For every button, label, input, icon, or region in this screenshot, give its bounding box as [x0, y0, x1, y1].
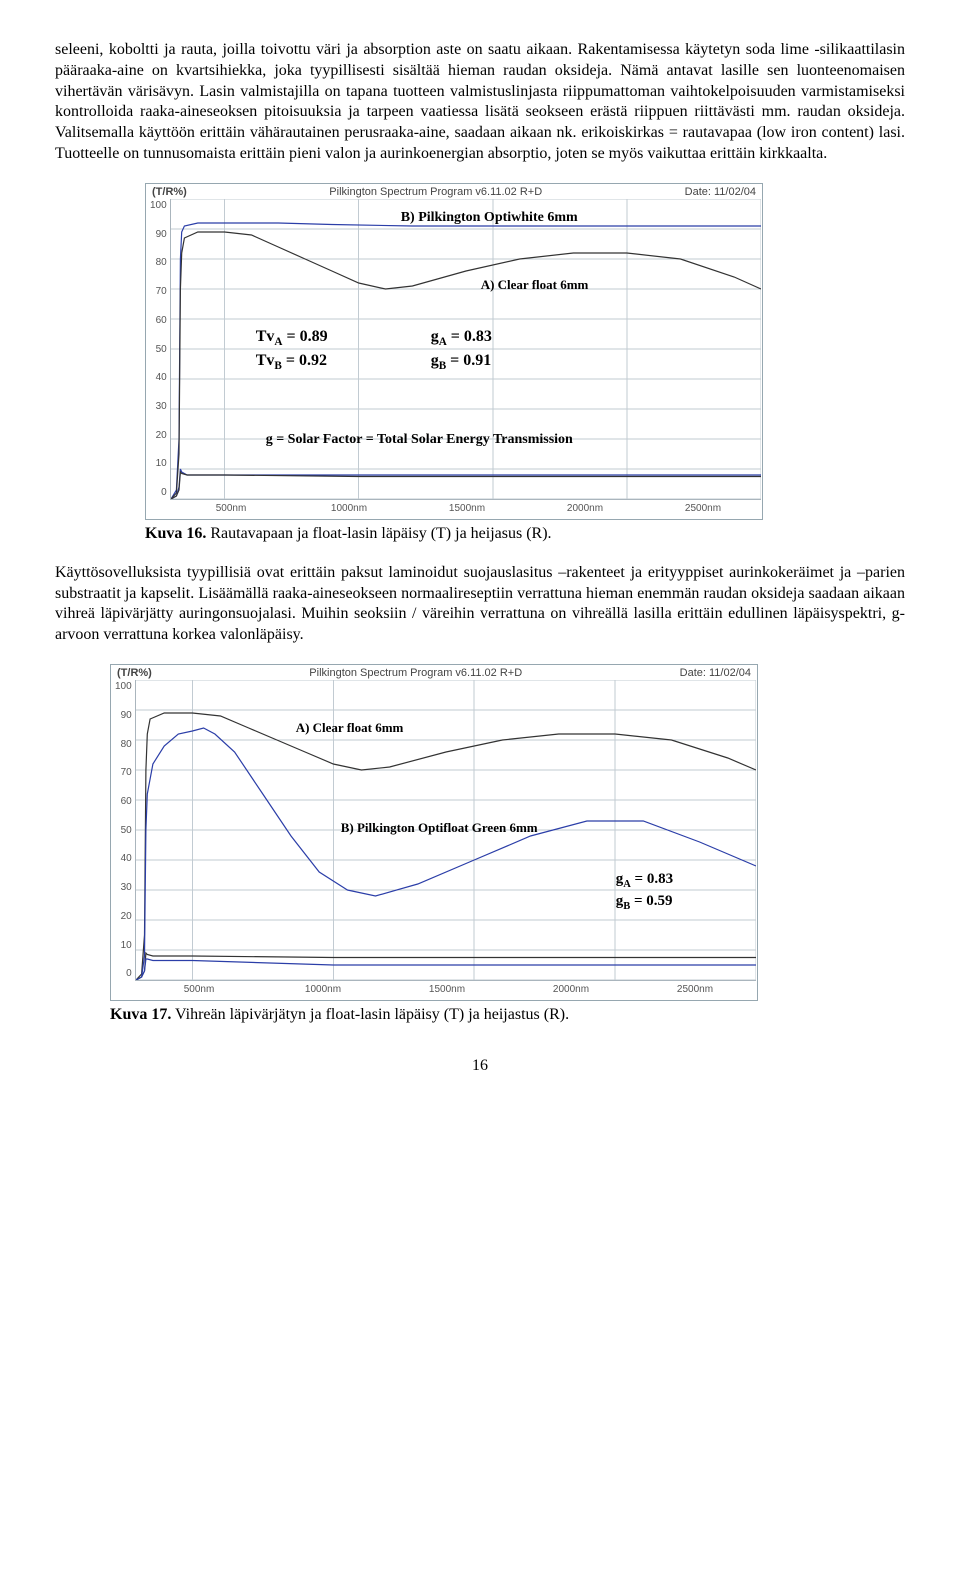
series-A_reflect — [136, 953, 756, 980]
figure-16-caption: Kuva 16. Rautavapaan ja float-lasin läpä… — [145, 524, 905, 545]
chart-header: (T/R%)Pilkington Spectrum Program v6.11.… — [111, 665, 757, 680]
paragraph-2: Käyttösovelluksista tyypillisiä ovat eri… — [55, 563, 905, 646]
chart-header-left: (T/R%) — [152, 185, 187, 199]
series-B_reflect — [136, 959, 756, 980]
y-tick-label: 60 — [115, 795, 132, 808]
y-tick-label: 0 — [150, 486, 167, 499]
y-tick-label: 70 — [150, 285, 167, 298]
x-tick-label: 2000nm — [526, 502, 644, 515]
y-tick-label: 30 — [150, 400, 167, 413]
y-tick-label: 60 — [150, 314, 167, 327]
y-tick-label: 90 — [115, 709, 132, 722]
chart-annotation: A) Clear float 6mm — [296, 720, 404, 737]
y-tick-label: 0 — [115, 967, 132, 980]
y-tick-label: 50 — [115, 824, 132, 837]
figure-17-caption: Kuva 17. Vihreän läpivärjätyn ja float-l… — [110, 1005, 905, 1026]
x-tick-label: 1500nm — [385, 983, 509, 996]
chart-annotation: B) Pilkington Optiwhite 6mm — [401, 209, 578, 227]
figure-17: (T/R%)Pilkington Spectrum Program v6.11.… — [55, 664, 905, 1026]
figure-16-caption-label: Kuva 16. — [145, 525, 206, 542]
x-axis: 500nm1000nm1500nm2000nm2500nm — [137, 981, 757, 1000]
x-tick-label: 500nm — [137, 983, 261, 996]
y-tick-label: 10 — [150, 457, 167, 470]
y-axis: 1009080706050403020100 — [146, 199, 170, 499]
x-tick-label: 1500nm — [408, 502, 526, 515]
chart-annotation: g = Solar Factor = Total Solar Energy Tr… — [266, 431, 573, 449]
y-tick-label: 10 — [115, 939, 132, 952]
chart-header-left: (T/R%) — [117, 666, 152, 680]
y-tick-label: 100 — [150, 199, 167, 212]
chart-annotation: gA = 0.83 — [616, 870, 673, 892]
y-tick-label: 20 — [115, 910, 132, 923]
x-tick-label: 1000nm — [290, 502, 408, 515]
x-tick-label: 2500nm — [644, 502, 762, 515]
series-A_reflect — [171, 472, 761, 499]
figure-16: (T/R%)Pilkington Spectrum Program v6.11.… — [55, 183, 905, 545]
chart-annotation: gA = 0.83 — [431, 327, 492, 350]
y-tick-label: 80 — [115, 738, 132, 751]
y-tick-label: 20 — [150, 429, 167, 442]
plot-area: A) Clear float 6mm B) Pilkington Optifloa… — [135, 680, 756, 981]
y-tick-label: 50 — [150, 343, 167, 356]
y-tick-label: 90 — [150, 228, 167, 241]
chart-header-mid: Pilkington Spectrum Program v6.11.02 R+D — [187, 185, 685, 199]
chart-header-mid: Pilkington Spectrum Program v6.11.02 R+D — [152, 666, 680, 680]
figure-16-caption-text: Rautavapaan ja float-lasin läpäisy (T) j… — [206, 525, 551, 542]
figure-16-chart: (T/R%)Pilkington Spectrum Program v6.11.… — [145, 183, 763, 520]
x-tick-label: 1000nm — [261, 983, 385, 996]
chart-annotation: A) Clear float 6mm — [481, 277, 589, 294]
x-tick-label: 2000nm — [509, 983, 633, 996]
x-tick-label: 500nm — [172, 502, 290, 515]
series-B_green_T — [136, 728, 756, 980]
x-axis: 500nm1000nm1500nm2000nm2500nm — [172, 500, 762, 519]
chart-annotation: TvA = 0.89 — [256, 327, 328, 350]
figure-17-caption-label: Kuva 17. — [110, 1006, 171, 1023]
series-A_clearfloat_T — [136, 713, 756, 980]
y-axis: 1009080706050403020100 — [111, 680, 135, 980]
figure-17-caption-text: Vihreän läpivärjätyn ja float-lasin läpä… — [171, 1006, 569, 1023]
y-tick-label: 100 — [115, 680, 132, 693]
y-tick-label: 80 — [150, 256, 167, 269]
figure-17-chart: (T/R%)Pilkington Spectrum Program v6.11.… — [110, 664, 758, 1001]
y-tick-label: 30 — [115, 881, 132, 894]
paragraph-1: seleeni, koboltti ja rauta, joilla toivo… — [55, 40, 905, 165]
plot-area: B) Pilkington Optiwhite 6mm A) Clear floa… — [170, 199, 761, 500]
page-number: 16 — [55, 1056, 905, 1077]
series-B_reflect — [171, 469, 761, 499]
chart-annotation: gB = 0.91 — [431, 351, 492, 374]
chart-annotation: TvB = 0.92 — [256, 351, 327, 374]
y-tick-label: 70 — [115, 766, 132, 779]
x-tick-label: 2500nm — [633, 983, 757, 996]
y-tick-label: 40 — [150, 371, 167, 384]
chart-header-right: Date: 11/02/04 — [680, 666, 751, 680]
chart-header-right: Date: 11/02/04 — [685, 185, 756, 199]
chart-header: (T/R%)Pilkington Spectrum Program v6.11.… — [146, 184, 762, 199]
chart-annotation: B) Pilkington Optifloat Green 6mm — [341, 820, 538, 837]
chart-annotation: gB = 0.59 — [616, 892, 673, 914]
y-tick-label: 40 — [115, 852, 132, 865]
